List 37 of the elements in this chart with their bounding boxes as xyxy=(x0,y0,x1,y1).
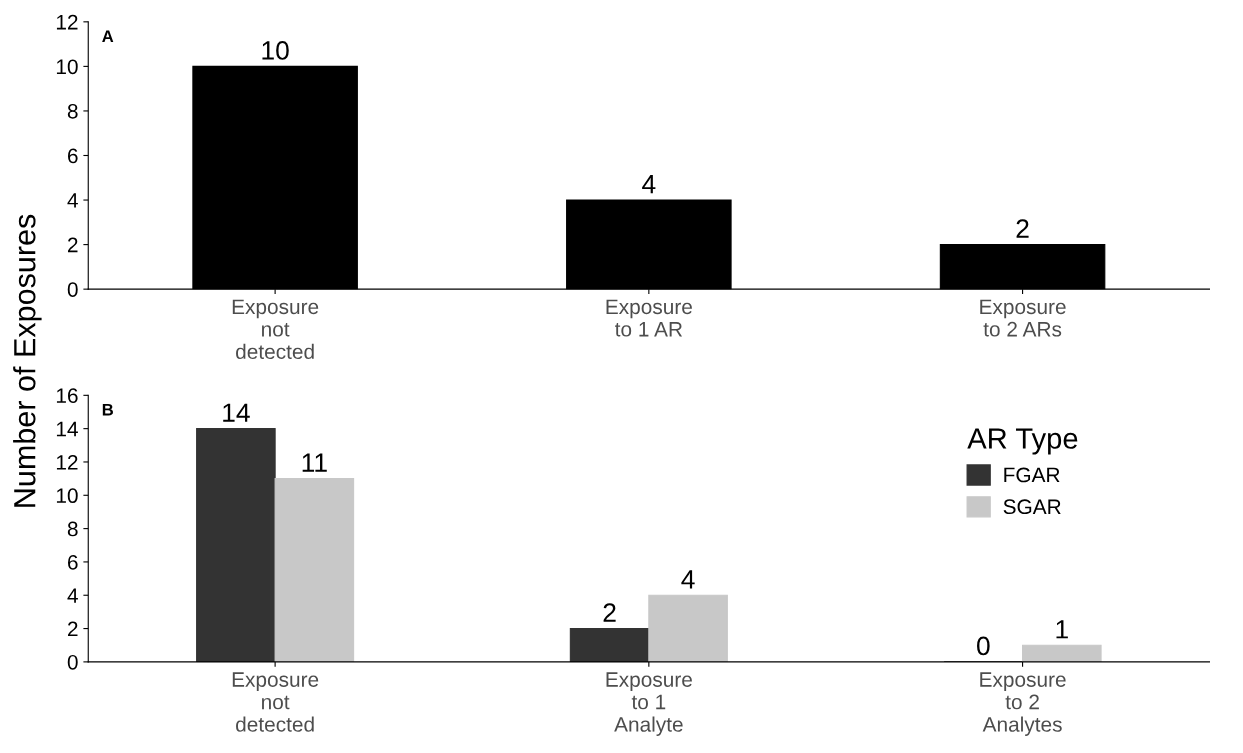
data-label: 1 xyxy=(1056,620,1068,639)
y-tick-label: 14 xyxy=(56,421,78,437)
y-tick-label: 0 xyxy=(67,654,78,670)
x-tick-label: Exposure to 1 Analyte xyxy=(606,672,692,736)
y-tick-label: 2 xyxy=(67,621,78,637)
data-label: 2 xyxy=(1016,219,1029,238)
data-label: 4 xyxy=(642,175,656,194)
data-label: 10 xyxy=(262,41,289,60)
y-tick-label: 4 xyxy=(67,193,78,208)
data-label: 0 xyxy=(977,636,990,656)
legend-label: FGAR xyxy=(1004,467,1060,483)
y-tick-label: 12 xyxy=(56,454,78,470)
y-tick-label: 12 xyxy=(56,14,78,30)
y-tick-label: 10 xyxy=(56,488,78,504)
y-axis-title: Number of Exposures xyxy=(13,214,42,507)
x-tick-label: Exposure to 2 Analytes xyxy=(980,672,1066,736)
x-tick-label: Exposure to 2 ARs xyxy=(980,299,1066,337)
y-tick-label: 6 xyxy=(68,554,78,570)
data-label: 4 xyxy=(681,570,695,589)
y-tick-label: 4 xyxy=(67,588,78,603)
annotation: B xyxy=(102,403,113,416)
x-tick-label: Exposure not detected xyxy=(232,299,319,360)
data-label: 2 xyxy=(603,603,616,622)
y-tick-label: 0 xyxy=(67,282,78,297)
data-label: 14 xyxy=(223,403,250,422)
legend-label: SGAR xyxy=(1003,499,1061,515)
annotation: A xyxy=(102,30,114,42)
data-label: 11 xyxy=(302,453,327,472)
y-tick-label: 8 xyxy=(67,521,78,537)
x-tick-label: Exposure not detected xyxy=(232,672,319,732)
y-tick-label: 6 xyxy=(68,148,78,164)
y-tick-label: 2 xyxy=(67,237,78,253)
x-tick-label: Exposure to 1 AR xyxy=(606,299,692,337)
y-tick-label: 10 xyxy=(56,59,78,75)
y-tick-label: 8 xyxy=(67,103,78,119)
legend-title: AR Type xyxy=(967,428,1078,455)
y-tick-label: 16 xyxy=(56,388,78,404)
